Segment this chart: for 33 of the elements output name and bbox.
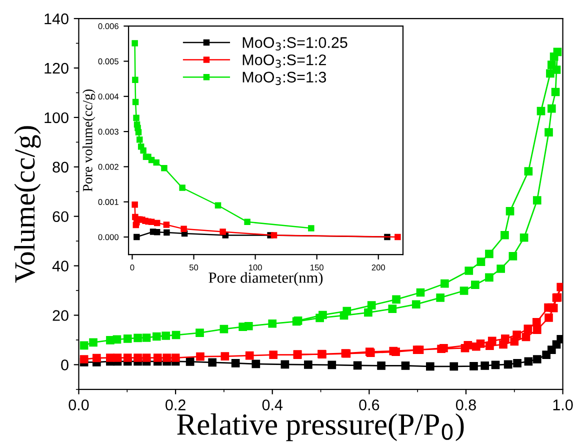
x-tick-label: 0.6	[359, 400, 380, 410]
y-tick-label: 100	[44, 112, 68, 124]
y-axis-title: Volume(cc/g)	[14, 126, 41, 283]
legend-label: MoO$_{3}$:S=1:0.25	[242, 37, 348, 50]
y-tick-label: 0.004	[98, 94, 119, 100]
x-tick-label: 0.8	[456, 400, 476, 410]
y-tick-label: 20	[52, 310, 68, 321]
x-tick-label: 100	[248, 264, 262, 270]
y-tick-label: 80	[52, 162, 68, 173]
y-tick-label: 40	[52, 260, 68, 272]
legend-label: MoO$_{3}$:S=1:3	[242, 72, 326, 86]
x-tick-label: 150	[310, 264, 324, 270]
x-tick-label: 200	[372, 264, 385, 270]
x-axis-title: Relative pressure(P/P$_{0}$)	[177, 413, 464, 442]
y-tick-label: 0.005	[98, 58, 118, 64]
y-tick-label: 140	[44, 13, 68, 24]
y-axis-title: Pore volume(cc/g)	[82, 89, 96, 192]
x-axis-title: Pore diameter(nm)	[208, 272, 323, 286]
y-tick-label: 0.003	[98, 128, 118, 135]
x-tick-label: 1.0	[553, 400, 573, 410]
x-tick-label: 50	[189, 264, 198, 270]
legend-label: MoO$_{3}$:S=1:2	[242, 54, 326, 68]
x-tick-label: 0.2	[166, 400, 186, 410]
y-tick-label: 0.002	[98, 164, 118, 170]
y-tick-label: 60	[52, 211, 68, 222]
x-tick-label: 0.4	[262, 400, 283, 410]
y-tick-label: 0.006	[98, 23, 118, 30]
y-tick-label: 120	[44, 62, 68, 74]
y-tick-label: 0	[61, 360, 68, 370]
x-tick-label: 0.0	[68, 400, 89, 410]
y-tick-label: 0.001	[98, 199, 118, 205]
y-tick-label: 0.000	[98, 234, 118, 240]
x-tick-label: 0	[130, 264, 134, 270]
